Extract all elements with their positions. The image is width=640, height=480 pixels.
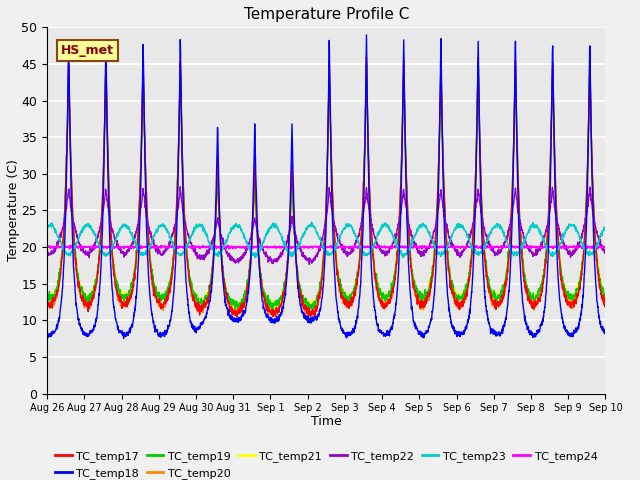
X-axis label: Time: Time (311, 415, 342, 428)
Text: HS_met: HS_met (61, 44, 114, 57)
Y-axis label: Temperature (C): Temperature (C) (7, 159, 20, 262)
Title: Temperature Profile C: Temperature Profile C (244, 7, 409, 22)
Legend: TC_temp17, TC_temp18, TC_temp19, TC_temp20, TC_temp21, TC_temp22, TC_temp23, TC_: TC_temp17, TC_temp18, TC_temp19, TC_temp… (51, 447, 602, 480)
